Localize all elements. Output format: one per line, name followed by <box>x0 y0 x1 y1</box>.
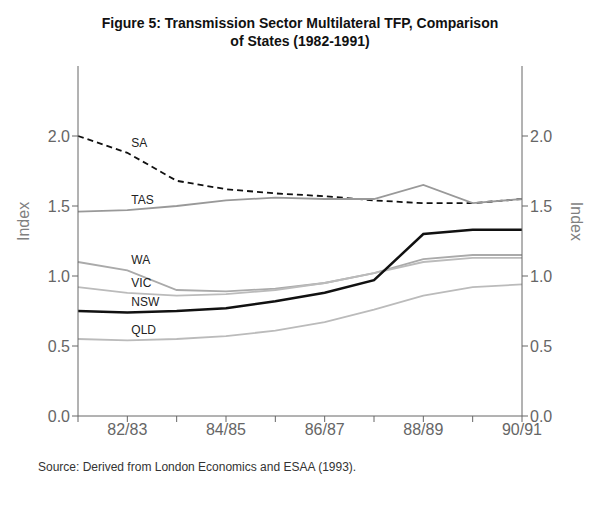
svg-text:0.0: 0.0 <box>48 408 70 425</box>
svg-text:1.5: 1.5 <box>530 198 552 215</box>
svg-text:Index: Index <box>568 202 585 241</box>
svg-text:90/91: 90/91 <box>502 421 542 439</box>
svg-text:1.0: 1.0 <box>530 268 552 285</box>
svg-text:86/87: 86/87 <box>305 421 345 438</box>
svg-text:0.5: 0.5 <box>530 338 552 355</box>
svg-text:VIC: VIC <box>131 276 151 290</box>
svg-text:0.0: 0.0 <box>530 408 552 425</box>
svg-text:2.0: 2.0 <box>48 128 70 145</box>
svg-text:TAS: TAS <box>131 193 153 207</box>
svg-text:0.5: 0.5 <box>48 338 70 355</box>
svg-text:WA: WA <box>131 253 150 267</box>
svg-text:84/85: 84/85 <box>206 421 246 438</box>
svg-text:Index: Index <box>15 202 32 241</box>
svg-text:88/89: 88/89 <box>403 421 443 438</box>
html-text:Figure 5: Transmission Sector: Figure 5: Transmission Sector Multilater… <box>101 15 499 31</box>
html-text:of States (1982-1991): of States (1982-1991) <box>230 33 370 49</box>
svg-text:QLD: QLD <box>131 323 156 337</box>
svg-text:82/83: 82/83 <box>107 421 147 438</box>
svg-text:SA: SA <box>131 136 147 150</box>
svg-text:NSW: NSW <box>131 295 160 309</box>
svg-text:1.5: 1.5 <box>48 198 70 215</box>
svg-text:2.0: 2.0 <box>530 128 552 145</box>
svg-text:1.0: 1.0 <box>48 268 70 285</box>
html-text:Source: Derived from London Ec: Source: Derived from London Economics an… <box>38 460 357 474</box>
